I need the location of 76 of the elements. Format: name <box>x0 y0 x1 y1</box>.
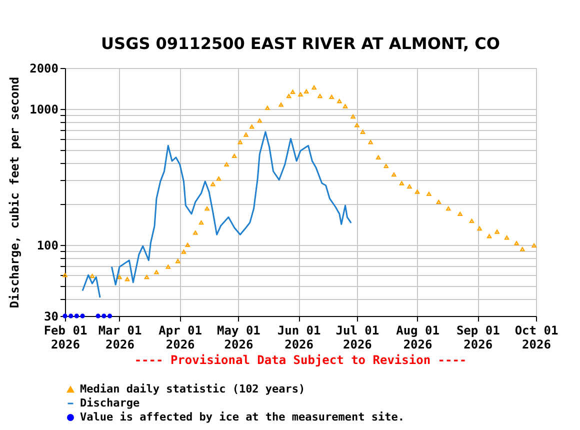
point <box>304 89 309 94</box>
chart-title: USGS 09112500 EAST RIVER AT ALMONT, CO <box>101 34 500 53</box>
point <box>224 162 229 166</box>
point <box>278 102 284 107</box>
point <box>290 90 296 94</box>
point <box>469 218 474 224</box>
point <box>107 314 112 318</box>
point <box>154 270 159 274</box>
x-tick-label: Oct 01 2026 <box>514 324 558 352</box>
point <box>329 94 334 100</box>
x-tick-label: May 01 2026 <box>217 324 260 352</box>
point <box>532 243 536 248</box>
point <box>504 236 510 240</box>
point <box>337 98 342 104</box>
point <box>181 250 186 254</box>
point <box>520 247 525 252</box>
point <box>384 164 388 168</box>
point <box>232 154 237 158</box>
point <box>414 190 420 194</box>
x-tick-label: Sep 01 2026 <box>456 324 500 352</box>
point <box>360 130 366 134</box>
y-tick-label: 1000 <box>30 102 58 116</box>
point <box>312 85 316 90</box>
point <box>257 118 262 123</box>
point <box>68 314 74 318</box>
point <box>144 274 150 280</box>
point <box>342 104 348 108</box>
point <box>244 132 248 137</box>
x-tick-label: Apr 01 2026 <box>158 324 202 352</box>
point <box>514 241 519 246</box>
point <box>446 206 451 211</box>
point <box>426 192 432 196</box>
point <box>298 92 303 96</box>
point <box>74 314 80 318</box>
point <box>117 274 122 280</box>
point <box>486 234 492 238</box>
x-tick-label: Jul 01 2026 <box>336 324 380 352</box>
point <box>458 212 462 216</box>
point <box>193 230 198 235</box>
x-tick-label: Feb 01 2026 <box>44 324 88 352</box>
point <box>166 264 170 269</box>
point <box>350 114 356 119</box>
x-tick-label: Mar 01 2026 <box>98 324 142 352</box>
point <box>124 277 130 282</box>
point <box>392 172 396 177</box>
legend-label: Value is affected by ice at the measurement site. <box>80 410 405 424</box>
point <box>96 314 100 318</box>
point <box>62 272 68 278</box>
point <box>62 314 68 318</box>
point <box>399 181 404 186</box>
x-tick-label: Aug 01 2026 <box>396 324 440 352</box>
point <box>265 106 270 110</box>
point <box>185 242 190 248</box>
y-axis-title: Discharge, cubic feet per second <box>8 76 22 308</box>
text: ---- Provisional Data Subject to Revision ---- <box>134 353 467 367</box>
point <box>318 94 322 98</box>
point <box>250 124 254 129</box>
point <box>286 94 292 98</box>
point <box>198 220 204 225</box>
y-tick-label: 100 <box>36 238 58 252</box>
point <box>354 123 360 128</box>
point <box>436 200 442 204</box>
point <box>376 155 381 160</box>
y-tick-label: 30 <box>44 310 58 324</box>
point <box>90 274 95 278</box>
point <box>407 184 412 189</box>
x-tick-label: Jun 01 2026 <box>277 324 321 352</box>
point <box>494 230 500 234</box>
point <box>204 206 210 211</box>
point <box>102 314 106 318</box>
legend-label: Median daily statistic (102 years) <box>80 382 306 396</box>
point <box>80 314 85 318</box>
legend-label: Discharge <box>80 396 140 410</box>
y-tick-label: 2000 <box>30 62 58 76</box>
point <box>216 176 222 181</box>
point <box>477 226 482 231</box>
